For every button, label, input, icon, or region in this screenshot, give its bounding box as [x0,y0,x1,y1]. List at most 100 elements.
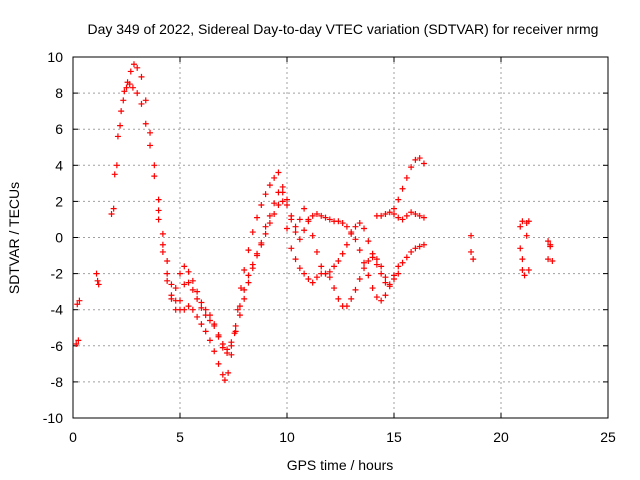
data-point-marker [206,312,213,319]
data-point-marker [258,239,265,246]
data-point-marker [391,276,397,283]
chart-title: Day 349 of 2022, Sidereal Day-to-day VTE… [88,21,599,37]
x-tick-label: 15 [386,429,402,445]
data-point-marker [234,306,241,313]
axes [72,56,609,419]
data-point-marker [118,108,125,115]
data-point-marker [382,279,389,286]
data-point-marker [228,351,235,358]
data-point-marker [395,214,402,221]
data-point-marker [211,348,218,355]
data-point-marker [142,97,149,104]
data-point-marker [189,306,196,313]
data-point-marker [318,263,325,270]
data-point-marker [331,285,338,292]
data-point-marker [241,295,248,302]
data-point-marker [386,209,393,216]
data-point-marker [236,312,243,319]
data-point-marker [420,160,427,167]
data-point-marker [373,261,380,268]
data-point-marker [271,200,278,207]
data-point-marker [147,142,154,149]
data-point-marker [521,272,528,279]
data-point-marker [258,202,265,209]
data-point-marker [236,303,243,310]
data-point-marker [292,256,299,263]
data-point-marker [335,218,342,225]
data-point-marker [373,256,380,263]
data-point-marker [159,230,166,237]
x-tick-label: 10 [279,429,295,445]
data-point-marker [420,241,427,248]
data-point-marker [292,229,299,236]
data-point-marker [198,321,205,328]
data-point-marker [335,295,342,302]
data-point-marker [142,120,149,127]
data-point-marker [309,232,316,239]
data-point-marker [221,377,228,384]
data-point-marker [343,241,350,248]
data-point-marker [134,64,141,71]
data-point-marker [284,225,290,232]
data-point-marker [545,238,552,245]
data-point-marker [296,216,303,223]
data-point-marker [395,196,402,203]
data-point-marker [343,303,350,310]
data-point-marker [292,223,299,230]
data-point-marker [110,205,117,212]
data-point-marker [549,257,556,264]
data-point-marker [245,272,252,279]
data-point-marker [164,270,171,277]
data-point-marker [284,202,290,209]
data-point-marker [301,270,308,277]
data-point-marker [525,266,532,273]
data-point-marker [76,297,83,304]
data-point-marker [202,328,209,335]
data-point-marker [211,321,218,328]
data-point-marker [151,162,158,169]
y-tick-label: -6 [51,338,64,354]
data-point-marker [198,304,205,311]
data-point-marker [249,265,256,272]
data-point-marker [309,212,316,219]
data-point-marker [378,297,385,304]
data-point-marker [219,371,226,378]
data-point-marker [279,183,286,190]
data-point-marker [168,295,175,302]
data-point-marker [331,263,338,270]
data-point-marker [313,248,320,255]
data-point-marker [305,216,312,223]
data-point-marker [348,295,355,302]
data-point-marker [412,211,419,218]
data-point-marker [198,299,205,306]
data-point-marker [352,286,359,293]
x-tick-label: 5 [176,429,184,445]
data-point-marker [225,369,232,376]
data-point-marker [382,292,389,299]
data-point-marker [117,122,124,129]
data-point-marker [296,236,303,243]
data-point-marker [249,229,256,236]
data-point-marker [408,248,415,255]
series-late-traces [373,155,427,223]
data-point-marker [369,250,376,257]
data-point-marker [378,263,385,270]
data-point-marker [408,209,415,216]
y-tick-label: 8 [55,85,63,101]
data-point-marker [378,270,385,277]
data-point-marker [168,281,175,288]
data-point-marker [172,306,179,313]
data-point-marker [129,84,136,91]
x-tick-label: 25 [600,429,616,445]
data-point-marker [275,202,282,209]
data-point-marker [547,241,554,248]
data-point-marker [356,276,363,283]
series-main-trace-2 [110,81,402,353]
data-point-marker [181,263,188,270]
data-point-marker [172,285,179,292]
data-point-marker [245,247,252,254]
data-point-marker [228,342,235,349]
data-point-marker [147,129,154,136]
data-point-marker [382,274,389,281]
